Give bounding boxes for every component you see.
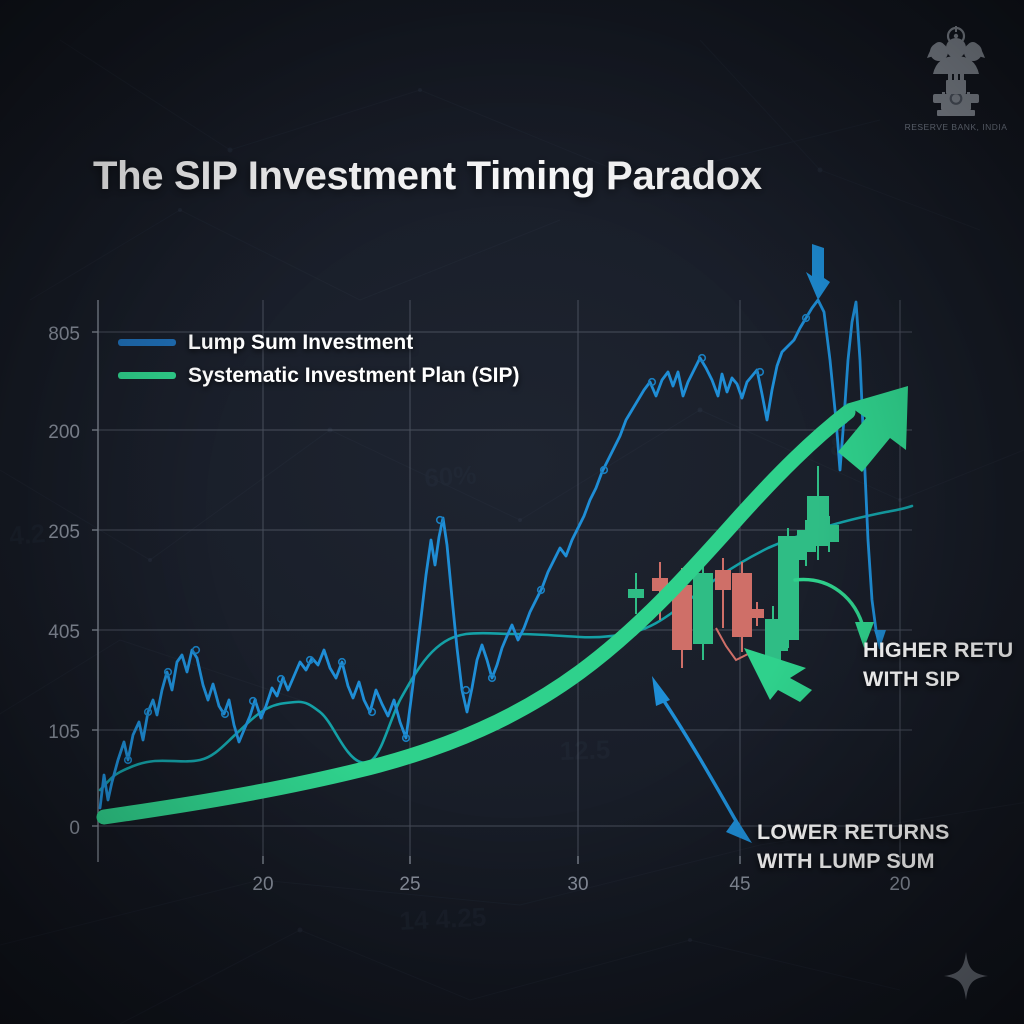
- lump-sum-line-end-marker: [874, 630, 886, 648]
- sip-curve-arrowhead: [838, 386, 908, 472]
- y-tick-1: 200: [48, 422, 80, 443]
- annotation-lower-returns: LOWER RETURNS WITH LUMP SUM: [757, 818, 950, 876]
- x-tick-3: 45: [729, 874, 750, 895]
- legend-item-lump-sum[interactable]: Lump Sum Investment: [118, 326, 519, 359]
- y-axis-tick-labels: 805 200 205 405 105 0: [48, 324, 80, 839]
- svg-text:60%: 60%: [423, 459, 477, 493]
- legend-label-sip: Systematic Investment Plan (SIP): [188, 363, 520, 387]
- annotation-higher-returns: HIGHER RETU WITH SIP: [863, 636, 1013, 694]
- legend-label-lump-sum: Lump Sum Investment: [188, 330, 414, 354]
- annotation-higher-returns-line1: HIGHER RETU: [863, 638, 1014, 662]
- x-tick-4: 20: [889, 874, 910, 895]
- series-lumpsum-moving-average: [98, 504, 914, 792]
- emblem-caption: RESERVE BANK, INDIA: [904, 122, 1008, 132]
- series-lump-sum-investment: [98, 298, 882, 810]
- y-tick-3: 405: [48, 622, 80, 643]
- sip-downward-indicator-arrow: [744, 648, 812, 702]
- legend-item-sip[interactable]: Systematic Investment Plan (SIP): [118, 359, 519, 392]
- svg-text:14 4.25: 14 4.25: [399, 901, 487, 935]
- x-tick-1: 25: [399, 874, 420, 895]
- x-axis-tick-labels: 20 25 30 45 20: [252, 874, 910, 895]
- lump-sum-line-arrowhead: [806, 244, 830, 300]
- svg-text:4.2: 4.2: [8, 518, 47, 551]
- annotation-lower-returns-line2: WITH LUMP SUM: [757, 849, 935, 873]
- legend-swatch-sip: [118, 372, 176, 379]
- state-emblem-of-india-logo: RESERVE BANK, INDIA: [900, 22, 1012, 134]
- series-sip-curve: [96, 404, 856, 825]
- lion-capital-icon: [927, 26, 985, 116]
- svg-text:12.5: 12.5: [559, 734, 611, 766]
- annotation-lower-returns-line1: LOWER RETURNS: [757, 820, 950, 844]
- candlestick-series: [628, 466, 839, 668]
- page-title: The SIP Investment Timing Paradox: [93, 154, 762, 198]
- y-tick-5: 0: [69, 818, 80, 839]
- axis-ticks: [92, 331, 901, 864]
- y-tick-0: 805: [48, 324, 80, 345]
- annotation-higher-returns-line2: WITH SIP: [863, 667, 961, 691]
- lower-returns-callout-arrow: [652, 676, 752, 843]
- y-tick-2: 205: [48, 522, 80, 543]
- y-tick-4: 105: [48, 722, 80, 743]
- legend-swatch-lump-sum: [118, 339, 176, 346]
- higher-returns-callout-arrow: [793, 577, 874, 648]
- chart-legend: Lump Sum Investment Systematic Investmen…: [118, 326, 519, 392]
- x-tick-0: 20: [252, 874, 273, 895]
- x-tick-2: 30: [567, 874, 588, 895]
- ai-sparkle-icon: [944, 952, 988, 1000]
